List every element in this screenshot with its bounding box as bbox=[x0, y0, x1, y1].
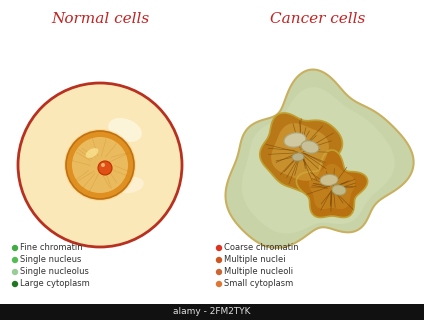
Ellipse shape bbox=[301, 141, 319, 153]
Ellipse shape bbox=[86, 148, 98, 158]
Text: Multiple nucleoli: Multiple nucleoli bbox=[224, 268, 293, 276]
Text: alamy - 2FM2TYK: alamy - 2FM2TYK bbox=[173, 308, 251, 316]
Ellipse shape bbox=[320, 174, 338, 186]
Circle shape bbox=[216, 269, 222, 275]
Ellipse shape bbox=[116, 177, 144, 193]
Ellipse shape bbox=[292, 153, 304, 161]
Circle shape bbox=[72, 137, 128, 193]
Text: Small cytoplasm: Small cytoplasm bbox=[224, 279, 293, 289]
Ellipse shape bbox=[284, 133, 306, 147]
Text: Multiple nuclei: Multiple nuclei bbox=[224, 255, 286, 265]
Circle shape bbox=[101, 163, 105, 167]
Circle shape bbox=[12, 281, 18, 287]
Circle shape bbox=[66, 131, 134, 199]
Circle shape bbox=[18, 83, 182, 247]
Circle shape bbox=[98, 161, 112, 175]
Polygon shape bbox=[309, 164, 355, 209]
Text: Fine chromatin: Fine chromatin bbox=[20, 244, 83, 252]
Polygon shape bbox=[271, 123, 329, 181]
Polygon shape bbox=[296, 150, 368, 218]
Polygon shape bbox=[226, 69, 413, 248]
Text: Single nucleolus: Single nucleolus bbox=[20, 268, 89, 276]
Polygon shape bbox=[260, 113, 343, 194]
Circle shape bbox=[216, 245, 222, 251]
Bar bbox=[0, 304, 424, 320]
Text: Single nucleus: Single nucleus bbox=[20, 255, 81, 265]
Circle shape bbox=[12, 257, 18, 263]
Text: Normal cells: Normal cells bbox=[51, 12, 149, 26]
Circle shape bbox=[216, 281, 222, 287]
Circle shape bbox=[64, 129, 136, 201]
Circle shape bbox=[12, 269, 18, 275]
Circle shape bbox=[12, 245, 18, 251]
Circle shape bbox=[216, 257, 222, 263]
Ellipse shape bbox=[332, 185, 346, 195]
Text: Coarse chromatin: Coarse chromatin bbox=[224, 244, 298, 252]
Text: Large cytoplasm: Large cytoplasm bbox=[20, 279, 90, 289]
Polygon shape bbox=[242, 87, 395, 234]
Ellipse shape bbox=[108, 118, 142, 142]
Text: Cancer cells: Cancer cells bbox=[271, 12, 365, 26]
